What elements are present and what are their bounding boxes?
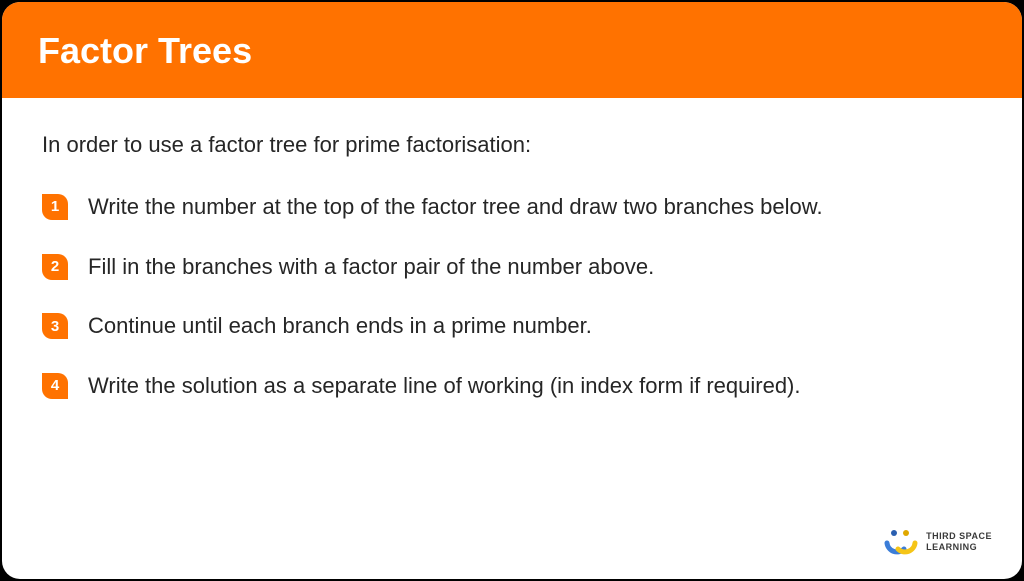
logo-text-line2: LEARNING [926,542,992,553]
step-item: 2 Fill in the branches with a factor pai… [42,252,982,282]
step-number-badge: 2 [42,254,68,280]
brand-logo: THIRD SPACE LEARNING [884,527,992,557]
step-text: Write the number at the top of the facto… [88,192,823,222]
step-number-badge: 4 [42,373,68,399]
step-text: Continue until each branch ends in a pri… [88,311,592,341]
card-content: In order to use a factor tree for prime … [2,98,1022,451]
info-card: Factor Trees In order to use a factor tr… [2,2,1022,579]
logo-text: THIRD SPACE LEARNING [926,531,992,553]
logo-icon [884,527,918,557]
card-header: Factor Trees [2,2,1022,98]
intro-text: In order to use a factor tree for prime … [42,132,982,158]
logo-text-line1: THIRD SPACE [926,531,992,542]
step-item: 4 Write the solution as a separate line … [42,371,982,401]
step-number-badge: 1 [42,194,68,220]
card-title: Factor Trees [38,30,986,72]
step-text: Fill in the branches with a factor pair … [88,252,654,282]
step-number-badge: 3 [42,313,68,339]
step-item: 1 Write the number at the top of the fac… [42,192,982,222]
step-text: Write the solution as a separate line of… [88,371,801,401]
steps-list: 1 Write the number at the top of the fac… [42,192,982,401]
step-item: 3 Continue until each branch ends in a p… [42,311,982,341]
